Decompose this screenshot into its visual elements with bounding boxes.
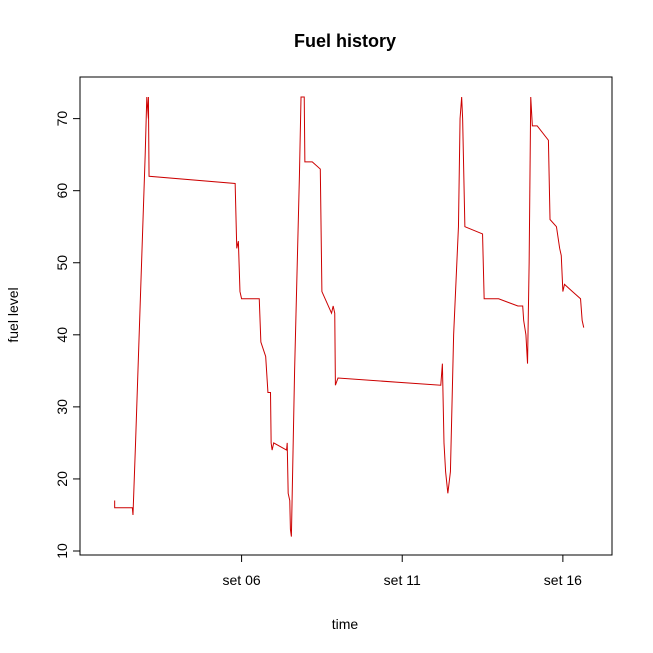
x-tick-label: set 06 [223, 572, 261, 588]
y-axis-label: fuel level [5, 287, 21, 342]
x-axis-label: time [332, 616, 359, 632]
x-tick-label: set 11 [384, 572, 421, 588]
y-axis: 10 20 30 40 50 60 70 [54, 111, 81, 559]
y-tick-label: 30 [54, 399, 70, 415]
chart-title: Fuel history [294, 31, 396, 51]
y-tick-label: 20 [54, 471, 70, 487]
y-tick-label: 50 [54, 255, 70, 271]
y-tick-label: 10 [54, 543, 70, 559]
y-tick-label: 60 [54, 183, 70, 199]
x-axis: set 06 set 11 set 16 [223, 554, 582, 588]
fuel-level-series-line [114, 96, 585, 537]
y-tick-label: 40 [54, 327, 70, 343]
x-tick-label: set 16 [544, 572, 582, 588]
series-layer [114, 96, 585, 537]
y-tick-label: 70 [54, 111, 70, 127]
